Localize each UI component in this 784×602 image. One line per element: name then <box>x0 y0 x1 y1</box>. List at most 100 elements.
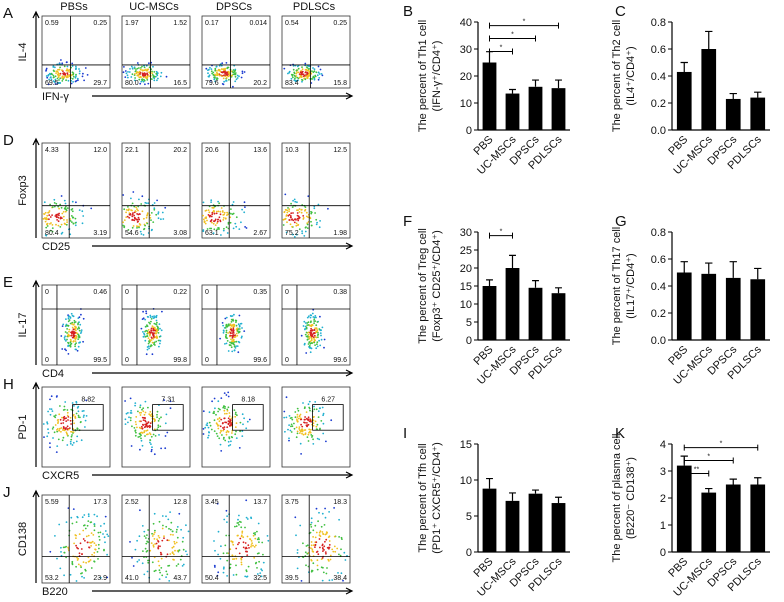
event-dot <box>43 201 46 204</box>
event-dot <box>182 548 185 551</box>
event-dot <box>286 211 289 214</box>
event-dot <box>284 430 286 433</box>
event-dot <box>216 73 219 76</box>
event-dot <box>312 336 315 338</box>
event-dot <box>150 329 153 331</box>
event-dot <box>237 323 240 326</box>
event-dot <box>46 214 49 217</box>
event-dot <box>302 433 305 436</box>
event-dot <box>290 425 292 428</box>
event-dot <box>224 343 226 345</box>
event-dot <box>75 521 78 523</box>
event-dot <box>102 533 104 535</box>
event-dot <box>133 66 136 69</box>
event-dot <box>312 529 315 532</box>
quadrant-percent: 75.2 <box>285 230 299 237</box>
y-tick-label: 15 <box>460 281 472 293</box>
event-dot <box>65 521 68 523</box>
event-dot <box>93 523 96 525</box>
event-dot <box>90 545 92 547</box>
event-dot <box>66 411 69 414</box>
event-dot <box>219 70 222 73</box>
event-dot <box>233 71 235 74</box>
event-dot <box>153 341 156 344</box>
event-dot <box>171 551 174 553</box>
event-dot <box>248 547 250 549</box>
event-dot <box>150 212 153 214</box>
event-dot <box>171 546 174 549</box>
event-dot <box>154 327 156 330</box>
event-dot <box>131 226 134 229</box>
event-dot <box>136 67 139 70</box>
event-dot <box>309 431 312 434</box>
event-dot <box>150 336 153 339</box>
y-tick-label: 2 <box>660 493 666 505</box>
event-dot <box>223 436 225 439</box>
event-dot <box>310 526 313 528</box>
bar <box>551 293 566 340</box>
quadrant-percent: 2.52 <box>125 499 139 506</box>
event-dot <box>76 428 79 430</box>
event-dot <box>225 342 228 345</box>
event-dot <box>306 425 308 428</box>
event-dot <box>82 561 85 563</box>
event-dot <box>224 72 227 75</box>
event-dot <box>309 523 312 526</box>
error-bar <box>680 61 688 72</box>
event-dot <box>72 328 75 331</box>
event-dot <box>285 396 288 399</box>
event-dot <box>62 419 65 421</box>
event-dot <box>65 223 68 226</box>
event-dot <box>150 318 153 320</box>
event-dot <box>57 422 59 424</box>
event-dot <box>90 542 92 544</box>
event-dot <box>157 217 160 220</box>
event-dot <box>47 428 49 431</box>
event-dot <box>159 551 162 554</box>
event-dot <box>59 216 62 219</box>
event-dot <box>308 336 311 338</box>
event-dot <box>230 70 233 73</box>
bar <box>528 493 543 552</box>
event-dot <box>237 543 239 546</box>
event-dot <box>295 75 298 77</box>
event-dot <box>149 411 152 413</box>
event-dot <box>146 348 149 351</box>
quadrant-percent: 0 <box>125 289 129 296</box>
event-dot <box>306 422 308 424</box>
event-dot <box>310 521 313 524</box>
event-dot <box>236 334 239 337</box>
event-dot <box>207 426 210 429</box>
event-dot <box>148 331 151 333</box>
event-dot <box>238 541 240 544</box>
event-dot <box>229 327 232 329</box>
event-dot <box>124 423 127 425</box>
event-dot <box>150 219 152 222</box>
event-dot <box>213 397 216 400</box>
event-dot <box>319 344 322 347</box>
event-dot <box>106 576 109 579</box>
event-dot <box>217 553 220 556</box>
event-dot <box>304 209 306 212</box>
event-dot <box>297 409 300 412</box>
event-dot <box>124 400 126 402</box>
event-dot <box>142 417 145 419</box>
event-dot <box>312 550 315 553</box>
event-dot <box>312 424 315 427</box>
event-dot <box>82 410 85 412</box>
event-dot <box>63 76 66 79</box>
event-dot <box>61 75 64 78</box>
event-dot <box>340 548 342 551</box>
event-dot <box>85 535 88 538</box>
event-dot <box>139 509 141 512</box>
event-dot <box>234 411 237 414</box>
event-dot <box>80 572 82 575</box>
event-dot <box>66 72 69 75</box>
event-dot <box>73 319 76 322</box>
event-dot <box>175 531 178 533</box>
event-dot <box>305 564 307 567</box>
event-dot <box>78 209 81 212</box>
event-dot <box>215 212 218 215</box>
event-dot <box>66 434 69 436</box>
